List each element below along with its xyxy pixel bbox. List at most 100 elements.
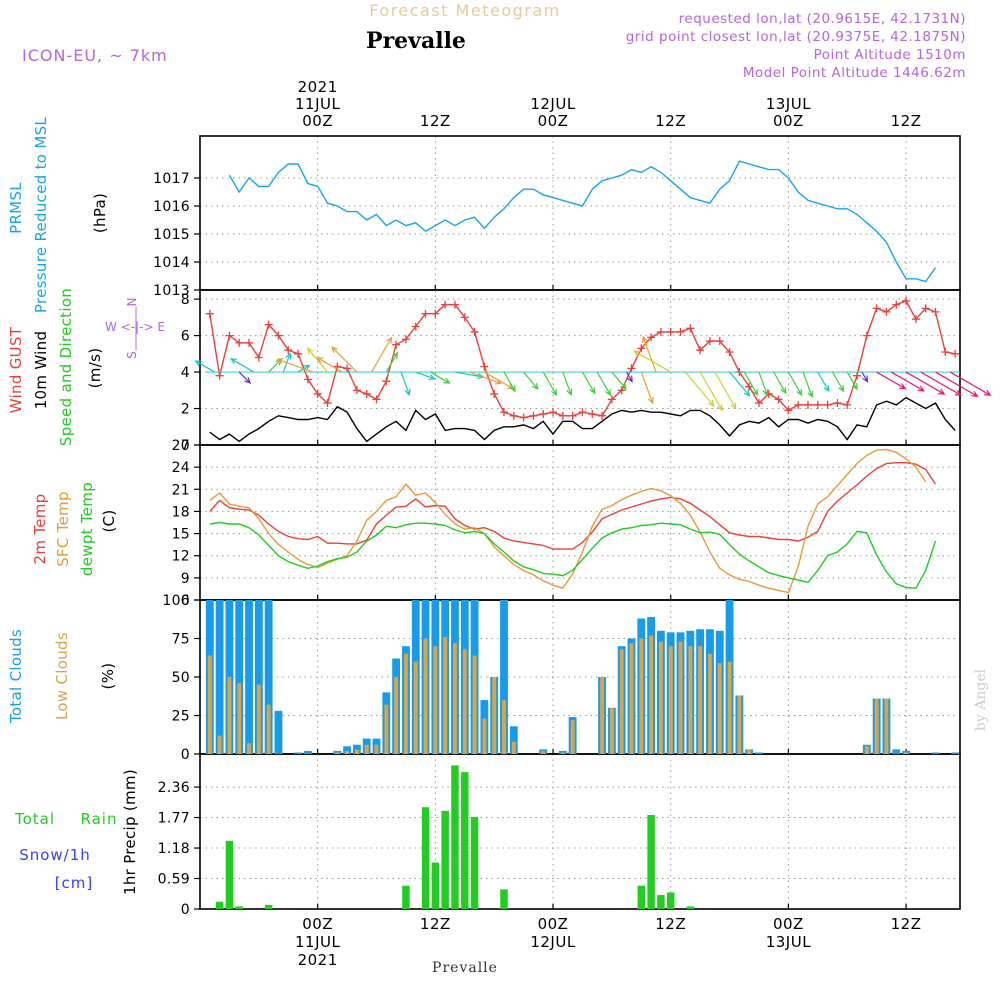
- gust-marker: [911, 315, 920, 324]
- gust-marker: [813, 400, 822, 409]
- gust-marker: [774, 395, 783, 404]
- total-cloud-bar: [951, 752, 960, 754]
- gust-marker: [921, 304, 930, 313]
- wind-arrow: [542, 371, 558, 397]
- wind-arrow: [743, 371, 759, 397]
- gust-marker: [401, 335, 410, 344]
- low-cloud-bar: [668, 646, 673, 754]
- wind-arrow: [729, 371, 751, 397]
- gust-marker: [705, 337, 714, 346]
- low-cloud-bar: [600, 677, 605, 754]
- gust-marker: [607, 395, 616, 404]
- gust-marker: [931, 307, 940, 316]
- dewpoint-line: [209, 521, 937, 589]
- temp-unit: (C): [100, 509, 118, 532]
- gust-marker: [549, 408, 558, 417]
- gust-marker: [784, 406, 793, 415]
- top-time-label: 00Z: [773, 112, 804, 130]
- total-cloud-bar: [303, 750, 312, 754]
- total-cloud-bar: [755, 752, 763, 754]
- gust-marker: [539, 410, 548, 418]
- rain-bar: [470, 817, 479, 909]
- y-tick-label: 9: [181, 571, 190, 587]
- low-cloud-bar: [874, 698, 879, 754]
- y-tick-label: 1.77: [158, 811, 190, 827]
- y-tick-label: 0: [181, 747, 190, 763]
- wind-arrow: [802, 371, 814, 399]
- total-cloud-bar: [558, 750, 567, 754]
- t2m-line: [209, 462, 937, 550]
- y-tick-label: 27: [172, 438, 190, 454]
- wind-arrow: [758, 371, 769, 397]
- rain-bar: [431, 862, 440, 909]
- gust-marker: [754, 399, 763, 408]
- bottom-time-label: 12Z: [655, 915, 686, 933]
- wind-arrow: [817, 371, 830, 393]
- low-cloud-bar: [688, 646, 693, 754]
- rain-bar: [264, 904, 273, 909]
- gust-marker: [627, 364, 636, 373]
- rain-bar: [657, 895, 665, 909]
- gust-marker: [951, 349, 960, 358]
- gust-marker: [411, 322, 420, 331]
- wind-arrow: [229, 358, 255, 373]
- compass-we: W <-|-> E: [105, 320, 165, 334]
- panel-frame: [199, 753, 961, 910]
- gust-marker: [352, 386, 361, 395]
- wind-arrow: [861, 371, 869, 383]
- wind-arrow: [633, 350, 672, 373]
- total-cloud-bar: [892, 749, 901, 754]
- total-cloud-bar: [274, 710, 283, 754]
- wind-arrow: [714, 371, 737, 410]
- low-cloud-bar: [354, 749, 359, 754]
- gust-marker: [696, 346, 705, 355]
- rain-bar: [235, 906, 243, 909]
- total-cloud-bar: [215, 600, 224, 754]
- rain-bar: [500, 889, 508, 909]
- gust-marker: [941, 348, 950, 356]
- wind-arrow: [268, 358, 283, 373]
- low-cloud-bar: [502, 700, 506, 754]
- y-tick-label: 6: [181, 593, 190, 609]
- low-cloud-bar: [217, 735, 222, 754]
- low-cloud-bar: [453, 643, 457, 754]
- clouds-unit: (%): [99, 663, 117, 690]
- low-cloud-bar: [462, 649, 467, 754]
- total-cloud-bar: [343, 746, 352, 754]
- bottom-time-label: 12Z: [891, 915, 922, 933]
- low-cloud-bar: [256, 684, 261, 754]
- low-cloud-bar: [717, 663, 722, 754]
- point-altitude: Point Altitude 1510m: [814, 47, 966, 63]
- bottom-time-label: 12Z: [420, 915, 451, 933]
- y-tick-label: 24: [172, 460, 190, 476]
- rain-bar: [402, 885, 410, 909]
- gust-marker: [794, 400, 803, 409]
- wind-arrow: [611, 371, 627, 390]
- rain-bar: [686, 906, 695, 909]
- top-time-label: 12Z: [420, 112, 451, 130]
- gust-marker: [598, 411, 607, 420]
- gust-marker: [617, 386, 626, 395]
- low-cloud-bar: [482, 718, 487, 754]
- low-cloud-bar: [747, 749, 752, 754]
- wind-arrow: [562, 371, 573, 397]
- gust-marker: [647, 333, 656, 342]
- clouds-label-low: Low Clouds: [53, 632, 71, 720]
- wind-arrow: [306, 347, 328, 373]
- low-cloud-bar: [403, 653, 408, 754]
- top-time-label: 12Z: [891, 112, 922, 130]
- low-cloud-bar: [207, 655, 212, 754]
- panel-clouds: 0 25 50 75 100: [162, 593, 961, 763]
- low-cloud-bar: [364, 744, 369, 754]
- gust-marker: [882, 307, 891, 316]
- sfc-temp-line: [209, 448, 927, 594]
- wind-arrow: [626, 371, 633, 383]
- y-tick-label: 21: [172, 482, 190, 498]
- gust-marker: [382, 377, 391, 386]
- top-time-label: 00Z: [302, 112, 333, 130]
- wind-arrow: [503, 371, 516, 393]
- wind-arrow: [905, 371, 946, 395]
- model-altitude: Model Point Altitude 1446.62m: [743, 65, 966, 81]
- chart-title: Forecast Meteogram: [369, 1, 560, 20]
